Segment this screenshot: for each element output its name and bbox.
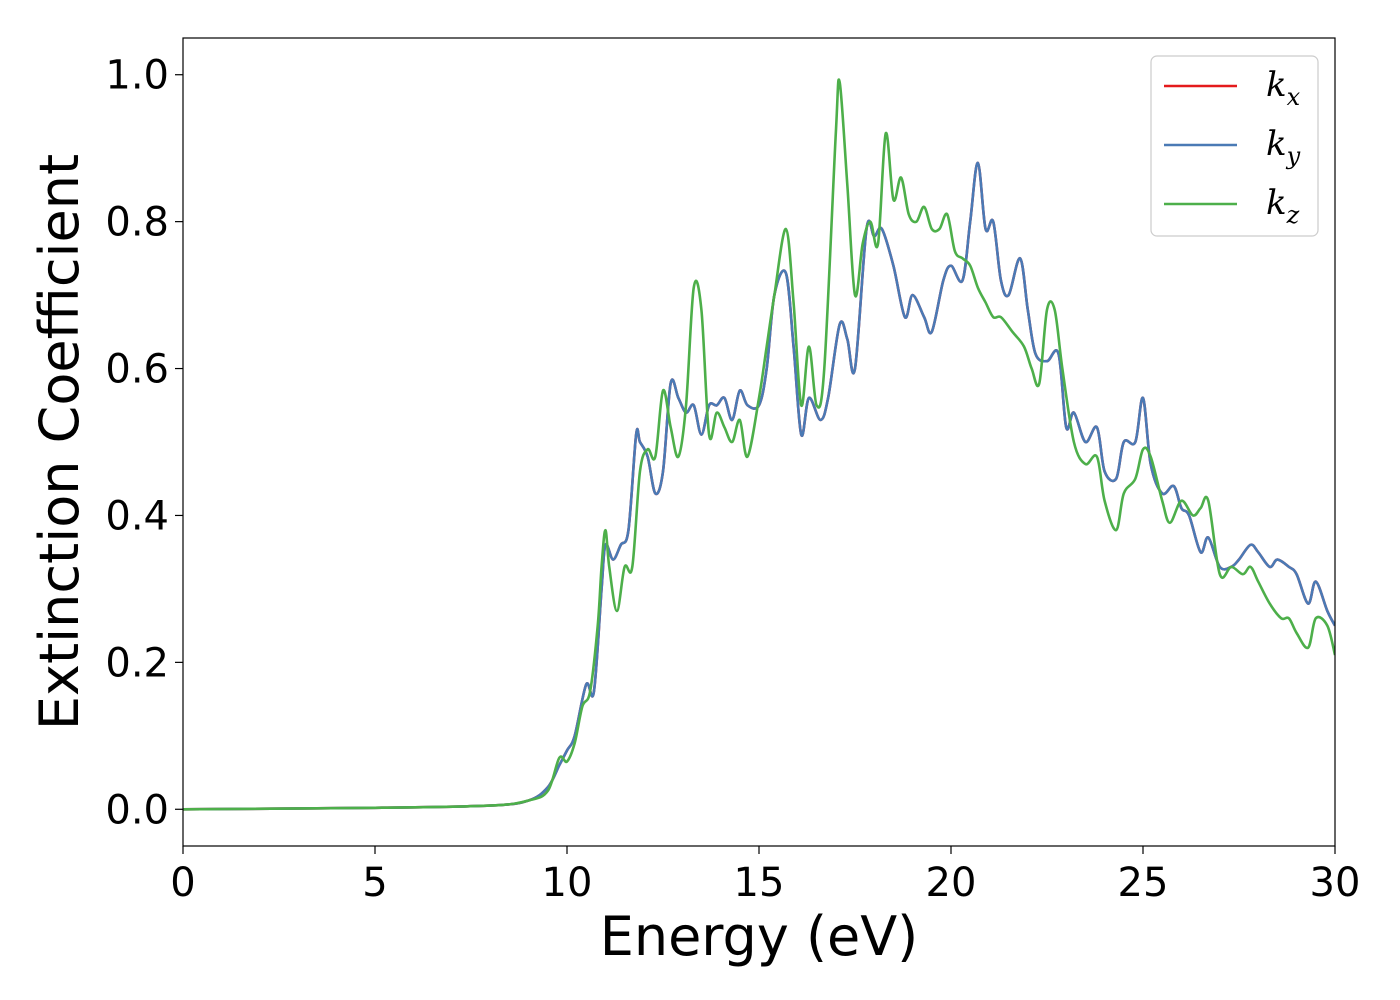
legend-label-subscript: y	[1286, 142, 1301, 170]
y-tick-label: 1.0	[105, 53, 169, 99]
y-tick-label: 0.4	[105, 493, 169, 539]
plot-area	[183, 38, 1335, 846]
legend-label-main: k	[1266, 124, 1287, 164]
x-tick-label: 10	[542, 860, 593, 906]
x-tick-label: 20	[926, 860, 977, 906]
legend-label-kx: kx	[1266, 65, 1301, 111]
series-line-ky	[183, 161, 1335, 811]
legend-label-subscript: x	[1287, 83, 1301, 111]
series-line-kz	[183, 78, 1335, 811]
x-tick-label: 15	[734, 860, 785, 906]
x-axis: 0 5 10 15 20 25 30	[170, 846, 1360, 906]
x-axis-title: Energy (eV)	[600, 905, 919, 968]
legend-label-ky: ky	[1266, 124, 1301, 170]
y-tick-label: 0.0	[105, 787, 169, 833]
x-tick-label: 25	[1118, 860, 1169, 906]
y-tick-label: 0.8	[105, 200, 169, 246]
x-tick-label: 5	[362, 860, 387, 906]
y-axis-title: Extinction Coefficient	[28, 154, 91, 730]
x-tick-label: 0	[170, 860, 195, 906]
y-tick-label: 0.6	[105, 347, 169, 393]
legend-label-main: k	[1266, 65, 1287, 105]
legend-label-kz: kz	[1266, 183, 1300, 229]
series-layer	[183, 78, 1335, 811]
legend-label-main: k	[1266, 183, 1287, 223]
y-axis: 0.0 0.2 0.4 0.6 0.8 1.0	[105, 53, 183, 833]
y-tick-label: 0.2	[105, 640, 169, 686]
legend-label-subscript: z	[1286, 201, 1300, 229]
x-tick-label: 30	[1310, 860, 1361, 906]
